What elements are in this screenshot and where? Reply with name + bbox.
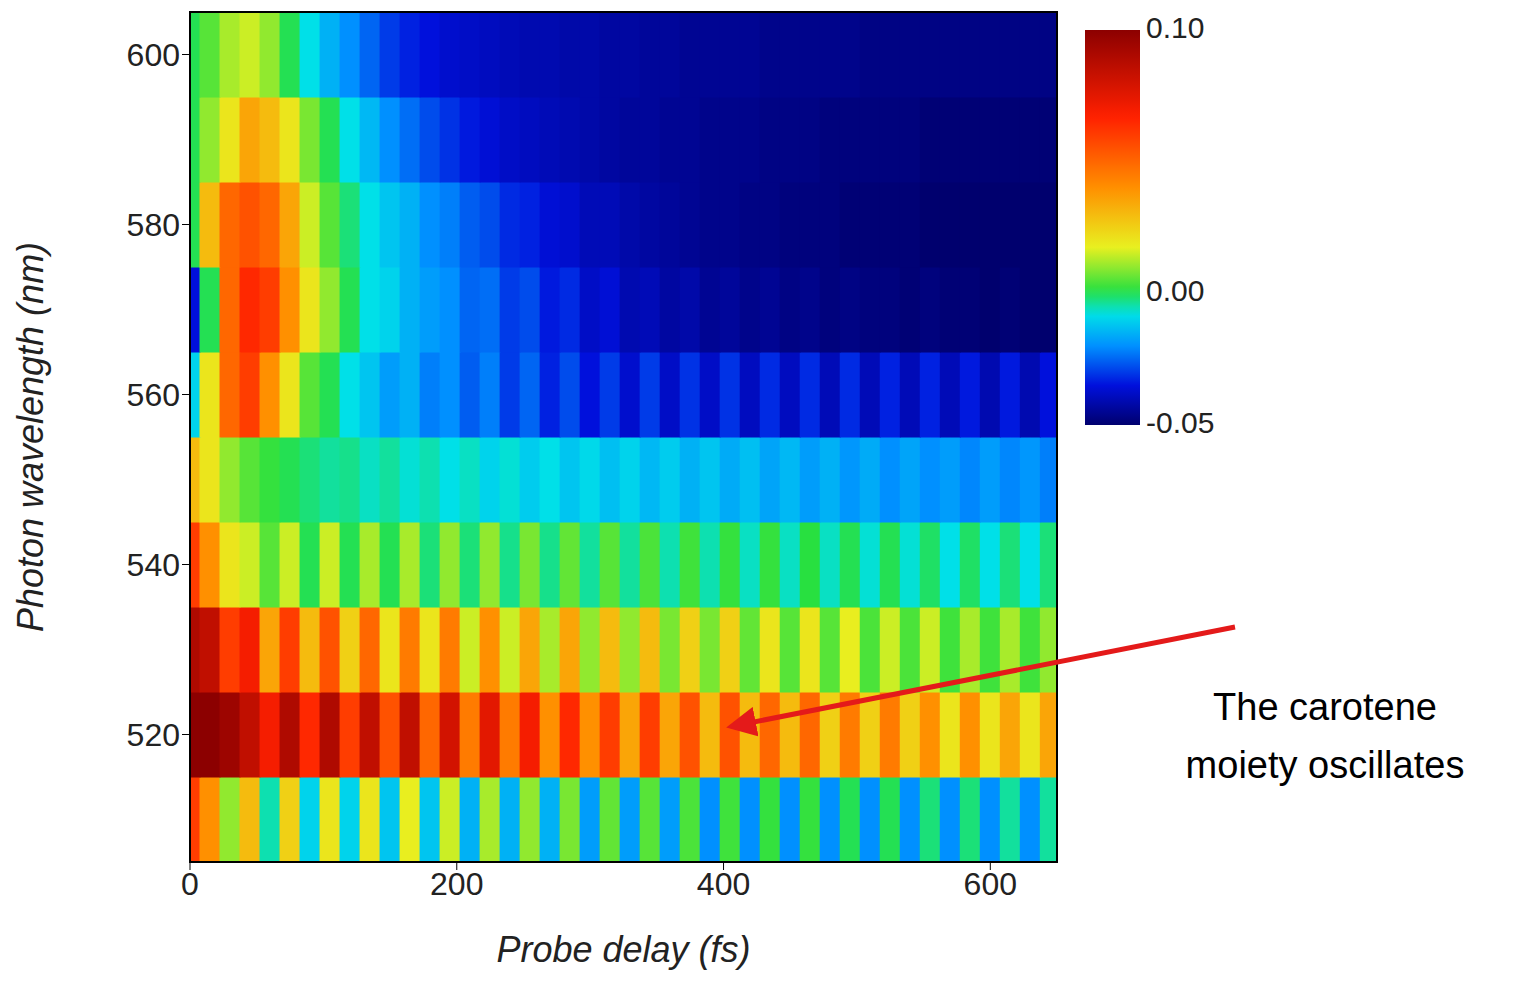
svg-text:-0.05: -0.05 [1146, 406, 1214, 439]
svg-text:0.00: 0.00 [1146, 274, 1204, 307]
svg-text:Photon wavelength (nm): Photon wavelength (nm) [10, 242, 51, 632]
svg-text:200: 200 [430, 866, 483, 902]
svg-text:560: 560 [127, 377, 180, 413]
svg-text:600: 600 [127, 37, 180, 73]
svg-text:600: 600 [964, 866, 1017, 902]
svg-text:540: 540 [127, 547, 180, 583]
svg-text:580: 580 [127, 207, 180, 243]
svg-text:moiety oscillates: moiety oscillates [1186, 744, 1465, 786]
svg-text:0: 0 [181, 866, 199, 902]
svg-text:0.10: 0.10 [1146, 11, 1204, 44]
svg-text:520: 520 [127, 717, 180, 753]
svg-text:Probe delay (fs): Probe delay (fs) [496, 929, 750, 970]
svg-text:400: 400 [697, 866, 750, 902]
svg-text:The carotene: The carotene [1213, 686, 1437, 728]
